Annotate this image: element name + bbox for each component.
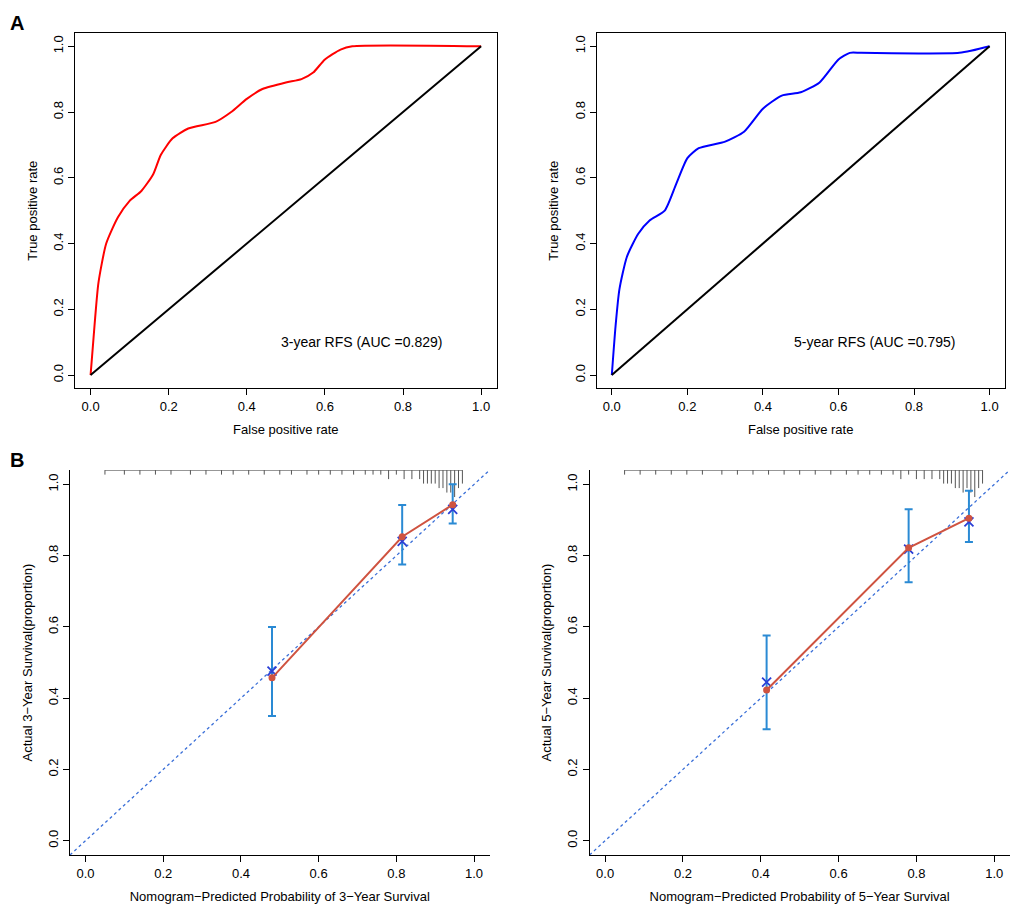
svg-text:0.2: 0.2 <box>565 758 580 776</box>
svg-text:0.4: 0.4 <box>51 233 66 251</box>
svg-text:0.2: 0.2 <box>154 866 172 881</box>
svg-text:B: B <box>10 449 24 471</box>
svg-text:False positive rate: False positive rate <box>748 422 854 437</box>
svg-text:0.2: 0.2 <box>46 758 61 776</box>
svg-text:Nomogram−Predicted Probability: Nomogram−Predicted Probability of 5−Year… <box>650 889 950 904</box>
svg-text:0.2: 0.2 <box>678 399 696 414</box>
svg-text:1.0: 1.0 <box>51 35 66 53</box>
svg-text:0.4: 0.4 <box>232 866 250 881</box>
svg-text:0.0: 0.0 <box>46 830 61 848</box>
svg-text:Actual 3−Year Survival(proport: Actual 3−Year Survival(proportion) <box>20 564 35 762</box>
svg-text:0.0: 0.0 <box>573 364 588 382</box>
svg-text:0.2: 0.2 <box>573 298 588 316</box>
svg-text:1.0: 1.0 <box>981 399 999 414</box>
svg-text:Nomogram−Predicted Probability: Nomogram−Predicted Probability of 3−Year… <box>130 889 430 904</box>
svg-text:0.8: 0.8 <box>394 399 412 414</box>
svg-text:0.6: 0.6 <box>573 167 588 185</box>
svg-text:False positive rate: False positive rate <box>233 422 339 437</box>
svg-text:0.2: 0.2 <box>160 399 178 414</box>
svg-text:0.0: 0.0 <box>76 866 94 881</box>
svg-text:True positive rate: True positive rate <box>546 161 561 261</box>
svg-text:1.0: 1.0 <box>565 473 580 491</box>
svg-text:0.0: 0.0 <box>565 830 580 848</box>
svg-text:0.4: 0.4 <box>573 233 588 251</box>
svg-text:1.0: 1.0 <box>985 866 1003 881</box>
svg-text:0.8: 0.8 <box>565 545 580 563</box>
svg-text:0.2: 0.2 <box>51 298 66 316</box>
svg-text:0.6: 0.6 <box>316 399 334 414</box>
svg-text:0.8: 0.8 <box>573 101 588 119</box>
svg-text:0.0: 0.0 <box>603 399 621 414</box>
svg-text:1.0: 1.0 <box>472 399 490 414</box>
svg-text:0.4: 0.4 <box>752 866 770 881</box>
svg-text:0.4: 0.4 <box>565 687 580 705</box>
svg-text:A: A <box>10 12 24 34</box>
svg-text:0.4: 0.4 <box>754 399 772 414</box>
svg-text:0.6: 0.6 <box>51 167 66 185</box>
svg-text:0.6: 0.6 <box>310 866 328 881</box>
svg-text:0.8: 0.8 <box>907 866 925 881</box>
svg-text:0.0: 0.0 <box>82 399 100 414</box>
svg-text:0.2: 0.2 <box>674 866 692 881</box>
svg-text:0.0: 0.0 <box>51 364 66 382</box>
svg-text:0.4: 0.4 <box>46 687 61 705</box>
svg-text:0.6: 0.6 <box>46 616 61 634</box>
svg-text:0.8: 0.8 <box>51 101 66 119</box>
svg-text:0.6: 0.6 <box>829 399 847 414</box>
svg-text:0.6: 0.6 <box>830 866 848 881</box>
svg-text:5-year RFS (AUC =0.795): 5-year RFS (AUC =0.795) <box>794 334 955 350</box>
svg-text:1.0: 1.0 <box>465 866 483 881</box>
svg-text:1.0: 1.0 <box>46 473 61 491</box>
svg-text:1.0: 1.0 <box>573 35 588 53</box>
svg-text:0.8: 0.8 <box>905 399 923 414</box>
svg-text:0.4: 0.4 <box>238 399 256 414</box>
svg-text:True positive rate: True positive rate <box>25 161 40 261</box>
svg-text:0.8: 0.8 <box>387 866 405 881</box>
svg-text:0.0: 0.0 <box>596 866 614 881</box>
svg-text:3-year RFS (AUC =0.829): 3-year RFS (AUC =0.829) <box>281 334 442 350</box>
svg-text:0.8: 0.8 <box>46 545 61 563</box>
svg-text:Actual 5−Year Survival(proport: Actual 5−Year Survival(proportion) <box>539 564 554 762</box>
svg-text:0.6: 0.6 <box>565 616 580 634</box>
